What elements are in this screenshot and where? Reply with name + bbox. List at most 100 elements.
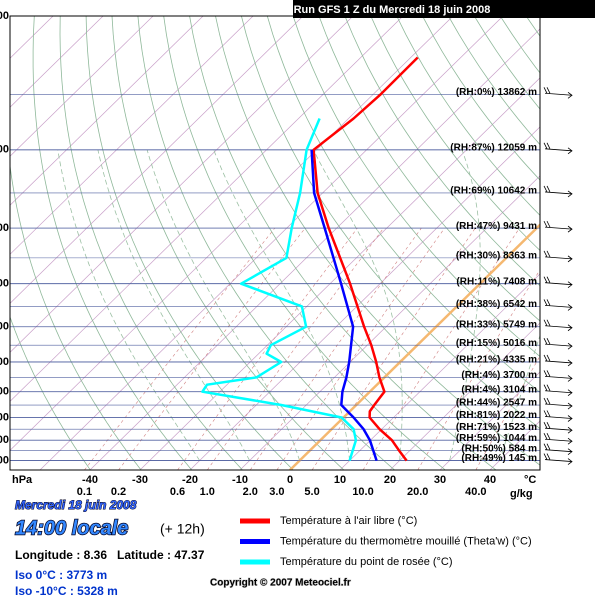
mixing-tick-label: 3.0 (269, 486, 284, 498)
iso0: Iso 0°C : 3773 m (15, 568, 107, 582)
isotherm (439, 371, 540, 470)
wind-barb (543, 370, 573, 382)
isotherm (89, 28, 540, 470)
wind-barb (543, 276, 573, 288)
legend-swatch (240, 559, 270, 565)
isotherm (10, 16, 154, 157)
height-label: (RH:69%) 10642 m (450, 186, 537, 197)
profile-line (312, 56, 419, 462)
x-tick-label: -10 (232, 474, 248, 486)
wind-barb (543, 142, 573, 155)
mixing-tick-label: 40.0 (465, 486, 486, 498)
moist-adiabat (146, 149, 300, 461)
y-tick-label: 300 (0, 222, 9, 234)
dry-adiabat (111, 16, 345, 470)
x-tick-label: 0 (287, 474, 293, 486)
y-tick-label: 600 (0, 356, 9, 368)
wind-barb (543, 299, 573, 311)
legend-label: Température du thermomètre mouillé (Thet… (280, 535, 532, 547)
y-tick-label: 400 (0, 278, 9, 290)
mixing-tick-label: 0.6 (170, 486, 185, 498)
mixing-tick-label: 5.0 (304, 486, 319, 498)
isotherm (10, 16, 404, 402)
dry-adiabat (370, 16, 540, 252)
height-label: (RH:33%) 5749 m (456, 319, 537, 330)
isotherm (189, 126, 540, 470)
dry-adiabat (59, 16, 243, 470)
x-tick-label: 30 (434, 474, 446, 486)
height-label: (RH:49%) 145 m (461, 453, 537, 464)
chart-title: Run GFS 1 Z du Mercredi 18 juin 2008 (294, 4, 491, 16)
dry-adiabat (85, 16, 294, 470)
dry-adiabat (292, 16, 540, 357)
dry-adiabat (396, 16, 540, 216)
plot-frame (9, 15, 541, 471)
mixing-tick-label: 0.1 (77, 486, 92, 498)
wind-barb (543, 397, 573, 410)
x-axis-label: °C (524, 474, 536, 486)
dry-adiabat (318, 16, 540, 322)
mixing-tick-label: 1.0 (200, 486, 215, 498)
isotherm (10, 16, 304, 304)
isotherm (39, 16, 504, 470)
height-label: (RH:4%) 3700 m (461, 370, 537, 381)
wind-barb (543, 319, 573, 332)
isotherm (10, 16, 204, 206)
dry-adiabat (10, 162, 142, 470)
title-box (293, 0, 595, 18)
y-tick-label: 700 (0, 386, 9, 398)
height-label: (RH:15%) 5016 m (456, 338, 537, 349)
height-label: (RH:0%) 13862 m (456, 87, 537, 98)
profile-line (310, 149, 378, 461)
mixing-label: g/kg (510, 488, 533, 500)
legend-swatch (240, 539, 270, 544)
isotherm (10, 16, 254, 255)
profiles (201, 56, 419, 462)
wind-barb (543, 220, 573, 233)
y-tick-label: 800 (0, 411, 9, 423)
height-label: (RH:47%) 9431 m (456, 221, 537, 232)
height-label: (RH:71%) 1523 m (456, 422, 537, 433)
iso10: Iso -10°C : 5328 m (15, 584, 118, 596)
location: Longitude : 8.36 Latitude : 47.37 (15, 548, 205, 562)
moist-adiabat (213, 149, 350, 461)
height-label: (RH:44%) 2547 m (456, 398, 537, 409)
profile-line (201, 118, 358, 461)
mixing-ratio-line (84, 227, 276, 470)
mixing-ratio-line (417, 269, 540, 470)
legend-label: Température du point de rosée (°C) (280, 556, 453, 568)
y-tick-label: 1000 (0, 454, 9, 466)
isotherm (239, 175, 540, 470)
background-lines (10, 16, 540, 470)
mixing-ratio-line (311, 227, 476, 470)
mixing-ratio-line (249, 227, 422, 470)
mixing-ratio-line (276, 227, 445, 470)
y-tick-label: 100 (0, 10, 9, 22)
wind-barb (543, 354, 573, 367)
height-label: (RH:50%) 584 m (461, 443, 537, 454)
x-tick-label: -40 (82, 474, 98, 486)
wind-barb (543, 453, 573, 465)
dry-adiabat (344, 16, 540, 287)
y-tick-label: 500 (0, 321, 9, 333)
isotherm (339, 273, 540, 470)
wind-barb (543, 185, 573, 198)
wind-barb (543, 250, 573, 263)
isotherm (10, 16, 104, 108)
wind-barb (543, 433, 573, 445)
mixing-ratio-line (207, 227, 384, 470)
copyright: Copyright © 2007 Meteociel.fr (210, 578, 351, 589)
wind-barb (543, 337, 573, 350)
x-tick-label: -30 (132, 474, 148, 486)
dry-adiabat (10, 315, 91, 470)
height-label: (RH:87%) 12059 m (450, 142, 537, 153)
wind-barb (543, 410, 573, 422)
mixing-tick-label: 20.0 (407, 486, 428, 498)
isotherm (389, 322, 540, 470)
height-label: (RH:59%) 1044 m (456, 433, 537, 444)
mixing-ratio-line (118, 227, 306, 470)
dry-adiabat (137, 16, 395, 470)
wind-barb (543, 384, 573, 397)
height-label: (RH:4%) 3104 m (461, 384, 537, 395)
